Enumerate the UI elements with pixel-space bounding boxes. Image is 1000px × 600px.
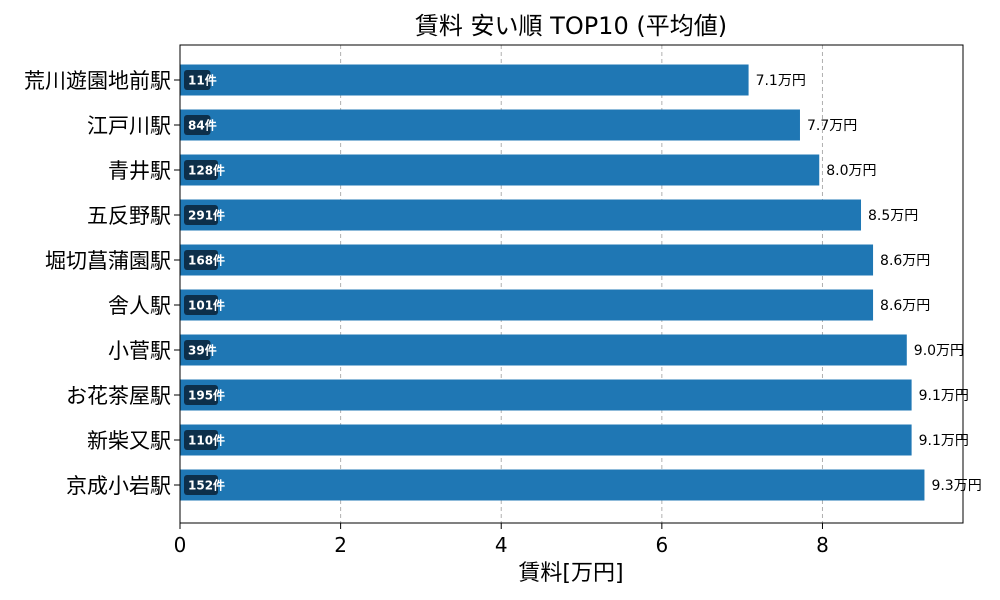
count-badge xyxy=(184,250,218,270)
bar xyxy=(180,469,925,501)
category-label: お花茶屋駅 xyxy=(66,384,171,408)
bar xyxy=(180,334,907,366)
x-tick-label: 2 xyxy=(334,533,347,557)
value-label: 8.0万円 xyxy=(826,163,876,179)
bar xyxy=(180,289,874,321)
category-label: 新柴又駅 xyxy=(87,429,171,453)
x-tick-label: 0 xyxy=(174,533,187,557)
x-tick-label: 8 xyxy=(816,533,829,557)
count-badge xyxy=(184,385,218,405)
value-label: 9.0万円 xyxy=(914,343,964,359)
category-label: 堀切菖蒲園駅 xyxy=(45,249,171,273)
count-label: 195件 xyxy=(188,388,225,403)
chart-title: 賃料 安い順 TOP10 (平均値) xyxy=(415,12,727,40)
value-label: 9.1万円 xyxy=(919,433,969,449)
value-label: 7.1万円 xyxy=(756,73,806,89)
category-label: 青井駅 xyxy=(108,159,171,183)
category-label: 舎人駅 xyxy=(108,294,171,318)
value-label: 9.3万円 xyxy=(931,478,981,494)
x-axis-label: 賃料[万円] xyxy=(518,561,623,586)
value-label: 8.6万円 xyxy=(880,298,930,314)
x-axis-ticks: 0 2 4 6 8 xyxy=(174,523,829,557)
bar xyxy=(180,109,800,141)
value-label: 7.7万円 xyxy=(807,118,857,134)
category-label: 江戸川駅 xyxy=(87,114,171,138)
count-label: 291件 xyxy=(188,208,225,223)
count-label: 110件 xyxy=(188,433,225,448)
value-label: 8.6万円 xyxy=(880,253,930,269)
count-label: 152件 xyxy=(188,478,225,493)
bars: 11件 7.1万円 84件 7.7万円 128件 8.0万円 291件 8.5万円 168件 8.… xyxy=(180,64,982,501)
count-label: 84件 xyxy=(188,118,217,133)
count-badge xyxy=(184,430,218,450)
plot-frame xyxy=(179,44,964,524)
count-badge xyxy=(184,115,211,135)
bar xyxy=(180,199,862,231)
count-label: 168件 xyxy=(188,253,225,268)
count-badge xyxy=(184,475,218,495)
bar xyxy=(180,64,749,96)
count-badge xyxy=(184,295,218,315)
bar xyxy=(180,244,874,276)
bar xyxy=(180,154,820,186)
bar xyxy=(180,379,912,411)
category-label: 小菅駅 xyxy=(108,339,171,363)
value-label: 9.1万円 xyxy=(919,388,969,404)
category-labels: 荒川遊園地前駅江戸川駅青井駅五反野駅堀切菖蒲園駅舎人駅小菅駅お花茶屋駅新柴又駅京… xyxy=(24,69,180,498)
count-badge xyxy=(184,205,218,225)
x-tick-label: 4 xyxy=(495,533,508,557)
count-badge xyxy=(184,340,211,360)
count-label: 39件 xyxy=(188,343,217,358)
count-label: 128件 xyxy=(188,163,225,178)
count-label: 101件 xyxy=(188,298,225,313)
count-badge xyxy=(184,70,211,90)
category-label: 五反野駅 xyxy=(87,204,171,228)
category-label: 荒川遊園地前駅 xyxy=(24,69,171,93)
count-label: 11件 xyxy=(188,73,217,88)
count-badge xyxy=(184,160,218,180)
bar xyxy=(180,424,912,456)
x-tick-label: 6 xyxy=(655,533,668,557)
category-label: 京成小岩駅 xyxy=(66,474,171,498)
value-label: 8.5万円 xyxy=(868,208,918,224)
